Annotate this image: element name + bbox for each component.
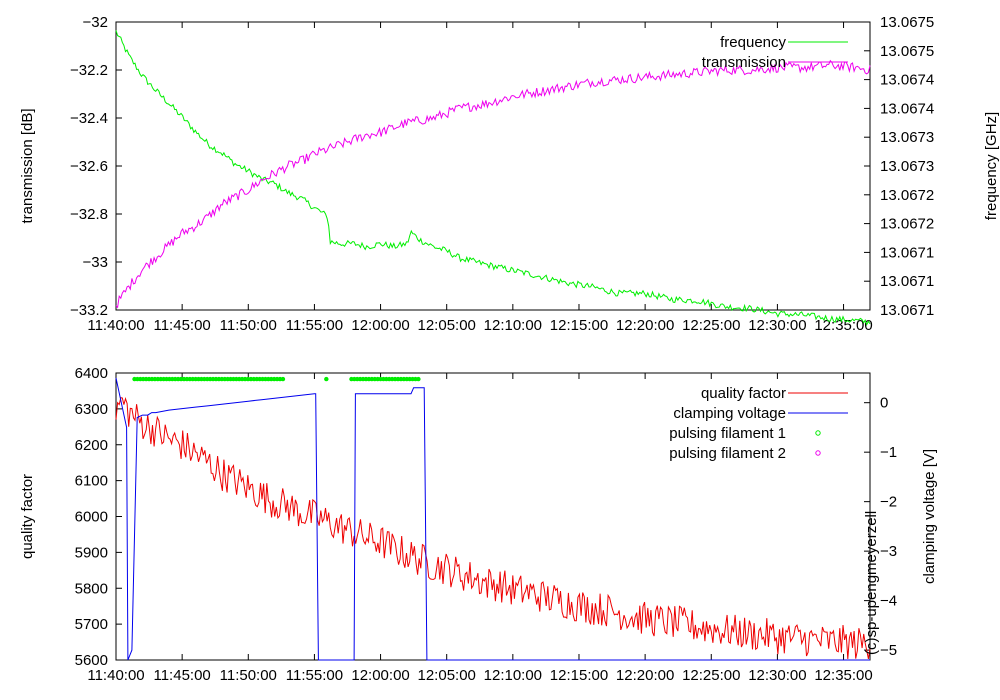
x-tick-label: 12:00:00 (351, 317, 409, 334)
legend-label: pulsing filament 1 (669, 425, 786, 442)
y2-tick-label: −5 (880, 642, 897, 659)
x-tick-label: 11:55:00 (286, 667, 343, 684)
legend-marker (815, 430, 821, 436)
y2-tick-label: −1 (880, 444, 897, 461)
x-tick-label: 12:30:00 (748, 667, 806, 684)
x-tick-label: 12:15:00 (550, 317, 608, 334)
legend-marker (815, 450, 821, 456)
y-tick-label: −32 (83, 14, 108, 31)
x-tick-label: 11:40:00 (87, 667, 144, 684)
series-line-quality-factor (115, 396, 871, 660)
y2-tick-label: 13.0675 (880, 43, 934, 60)
y-axis-label: quality factor (19, 474, 36, 559)
y-tick-label: −32.8 (70, 206, 108, 223)
y2-tick-label: 13.0673 (880, 129, 934, 146)
series-line-transmission (115, 59, 871, 309)
y-tick-label: −32.6 (70, 158, 108, 175)
x-tick-label: 12:35:00 (814, 667, 872, 684)
y-tick-label: −32.2 (70, 62, 108, 79)
x-tick-label: 12:30:00 (748, 317, 806, 334)
y2-tick-label: 13.0674 (880, 72, 934, 89)
y2-tick-label: 13.0675 (880, 14, 934, 31)
y-tick-label: 5700 (75, 616, 108, 633)
filament-point (280, 376, 286, 382)
y-tick-label: 5600 (75, 652, 108, 669)
y2-tick-label: 13.0672 (880, 187, 934, 204)
x-tick-label: 12:10:00 (484, 317, 542, 334)
x-tick-label: 11:45:00 (153, 667, 210, 684)
y-tick-label: 6200 (75, 437, 108, 454)
legend-label: transmission (702, 54, 786, 71)
series-line-clamping-voltage (115, 377, 870, 661)
y2-tick-label: 13.0674 (880, 100, 934, 117)
y2-tick-label: −3 (880, 543, 897, 560)
x-tick-label: 12:20:00 (616, 317, 674, 334)
y-axis-label: transmission [dB] (19, 108, 36, 223)
x-tick-label: 11:45:00 (153, 317, 210, 334)
x-tick-label: 12:25:00 (682, 667, 740, 684)
x-tick-label: 12:05:00 (418, 317, 476, 334)
copyright-watermark: (c)sp-upengmeyerzell (863, 511, 880, 655)
x-tick-label: 12:05:00 (418, 667, 476, 684)
y2-tick-label: 0 (880, 395, 888, 412)
y-tick-label: 5800 (75, 580, 108, 597)
y2-tick-label: −4 (880, 593, 897, 610)
transmission-frequency-plot: 11:40:00 11:45:00 11:50:00 11:55:00 12:00:00… (19, 14, 1000, 334)
y2-tick-label: 13.0672 (880, 216, 934, 233)
y-tick-label: 5900 (75, 544, 108, 561)
x-tick-label: 12:10:00 (484, 667, 542, 684)
legend-label: clamping voltage (673, 405, 786, 422)
y2-tick-label: 13.0671 (880, 302, 934, 319)
y2-axis-label: clamping voltage [V] (921, 449, 938, 584)
legend-label: quality factor (701, 385, 786, 402)
x-tick-label: 11:40:00 (87, 317, 144, 334)
legend-label: frequency (720, 34, 786, 51)
filament-point (324, 376, 329, 382)
y2-axis-label: frequency [GHz] (983, 112, 1000, 220)
x-tick-label: 12:00:00 (351, 667, 409, 684)
y-tick-label: −33.2 (70, 302, 108, 319)
x-tick-label: 12:25:00 (682, 317, 740, 334)
quality-voltage-plot: 11:40:00 11:45:00 11:50:00 11:55:00 12:00:00… (19, 365, 938, 684)
y-tick-label: −33 (83, 254, 108, 271)
y-tick-label: 6400 (75, 365, 108, 382)
y2-tick-label: 13.0671 (880, 273, 934, 290)
filament-point (416, 376, 421, 382)
y2-tick-label: 13.0671 (880, 244, 934, 261)
y-tick-label: 6300 (75, 401, 108, 418)
x-tick-label: 11:50:00 (220, 317, 277, 334)
x-tick-label: 11:50:00 (220, 667, 277, 684)
y2-tick-label: −2 (880, 494, 897, 511)
y2-tick-label: 13.0673 (880, 158, 934, 175)
x-tick-label: 12:20:00 (616, 667, 674, 684)
series-line-frequency (115, 30, 871, 326)
y-tick-label: 6000 (75, 509, 108, 526)
legend-label: pulsing filament 2 (669, 445, 786, 462)
y-tick-label: −32.4 (70, 110, 108, 127)
x-tick-label: 12:15:00 (550, 667, 608, 684)
x-tick-label: 11:55:00 (286, 317, 343, 334)
y-tick-label: 6100 (75, 473, 108, 490)
